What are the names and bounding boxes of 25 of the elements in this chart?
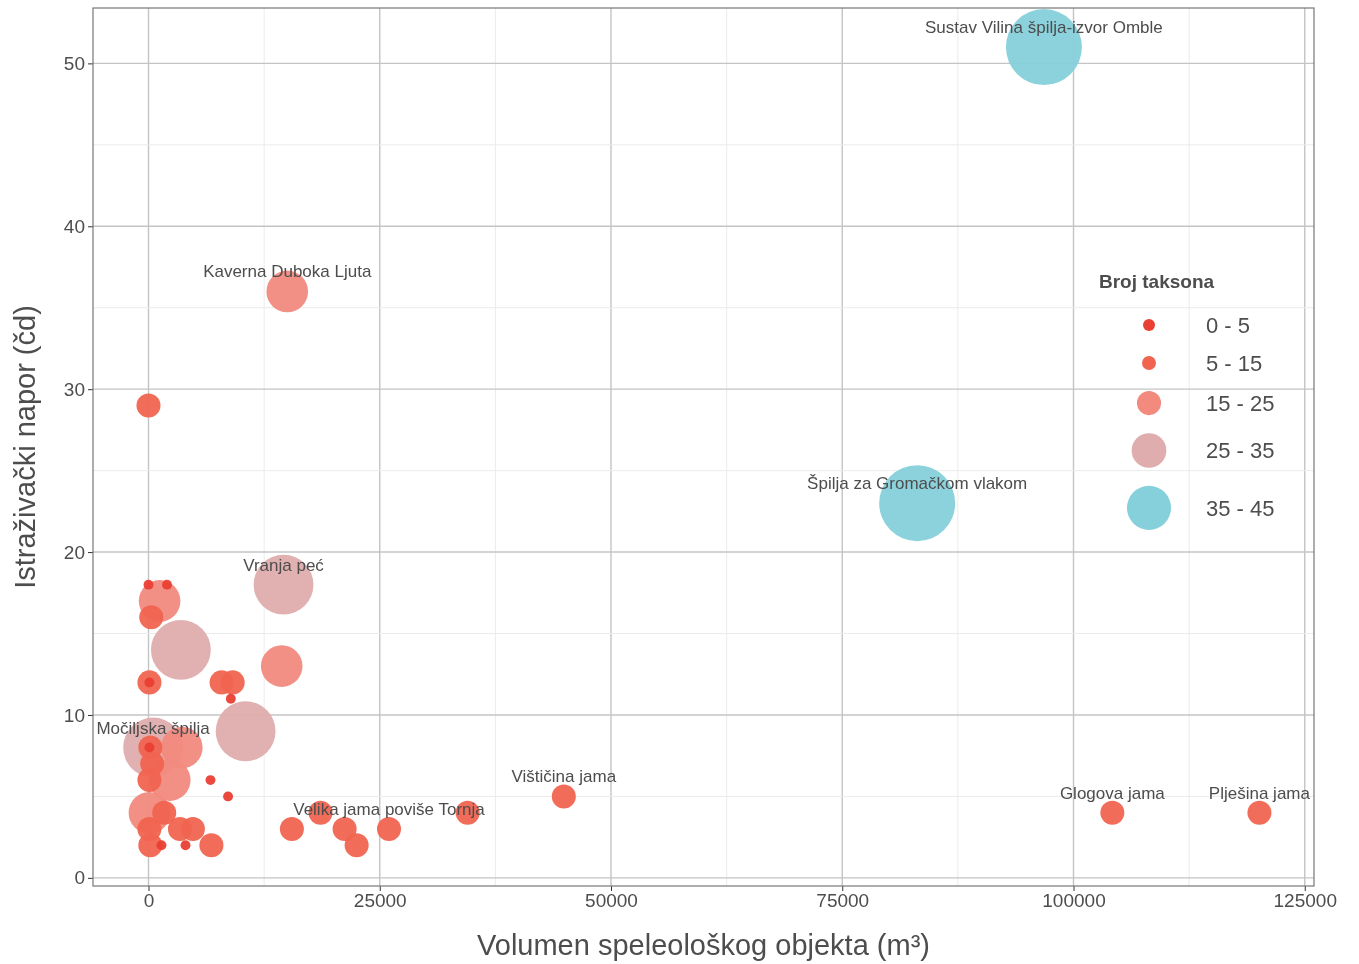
x-tick-label: 50000: [585, 890, 638, 912]
legend-label: 5 - 15: [1206, 350, 1263, 376]
y-tick-label: 50: [63, 52, 85, 74]
annotation: Vištičina jama: [511, 767, 617, 787]
legend-title: Broj taksona: [1099, 271, 1215, 292]
annotation: Plješina jama: [1208, 783, 1311, 803]
annotation: Vranja peć: [243, 555, 325, 575]
x-axis-title: Volumen speleološkog objekta (m³): [477, 929, 930, 961]
x-tick-label: 25000: [353, 890, 407, 912]
y-tick-label: 0: [74, 867, 85, 889]
x-tick-label: 125000: [1273, 890, 1337, 912]
annotation: Kaverna Duboka Ljuta: [203, 262, 372, 282]
x-tick-label: 75000: [816, 890, 870, 912]
legend-label: 0 - 5: [1206, 312, 1251, 338]
y-tick-label: 30: [63, 378, 85, 400]
annotation: Glogova jama: [1059, 783, 1166, 803]
y-tick-label: 40: [63, 215, 85, 237]
x-tick-label: 0: [143, 890, 155, 912]
legend-label: 15 - 25: [1206, 390, 1275, 416]
y-tick-label: 20: [63, 541, 85, 563]
x-tick-label: 100000: [1042, 890, 1106, 912]
y-axis-title: Istraživački napor (čd): [9, 305, 41, 589]
legend-label: 35 - 45: [1206, 495, 1275, 521]
y-tick-label: 10: [63, 704, 85, 726]
legend-label: 25 - 35: [1206, 438, 1275, 464]
